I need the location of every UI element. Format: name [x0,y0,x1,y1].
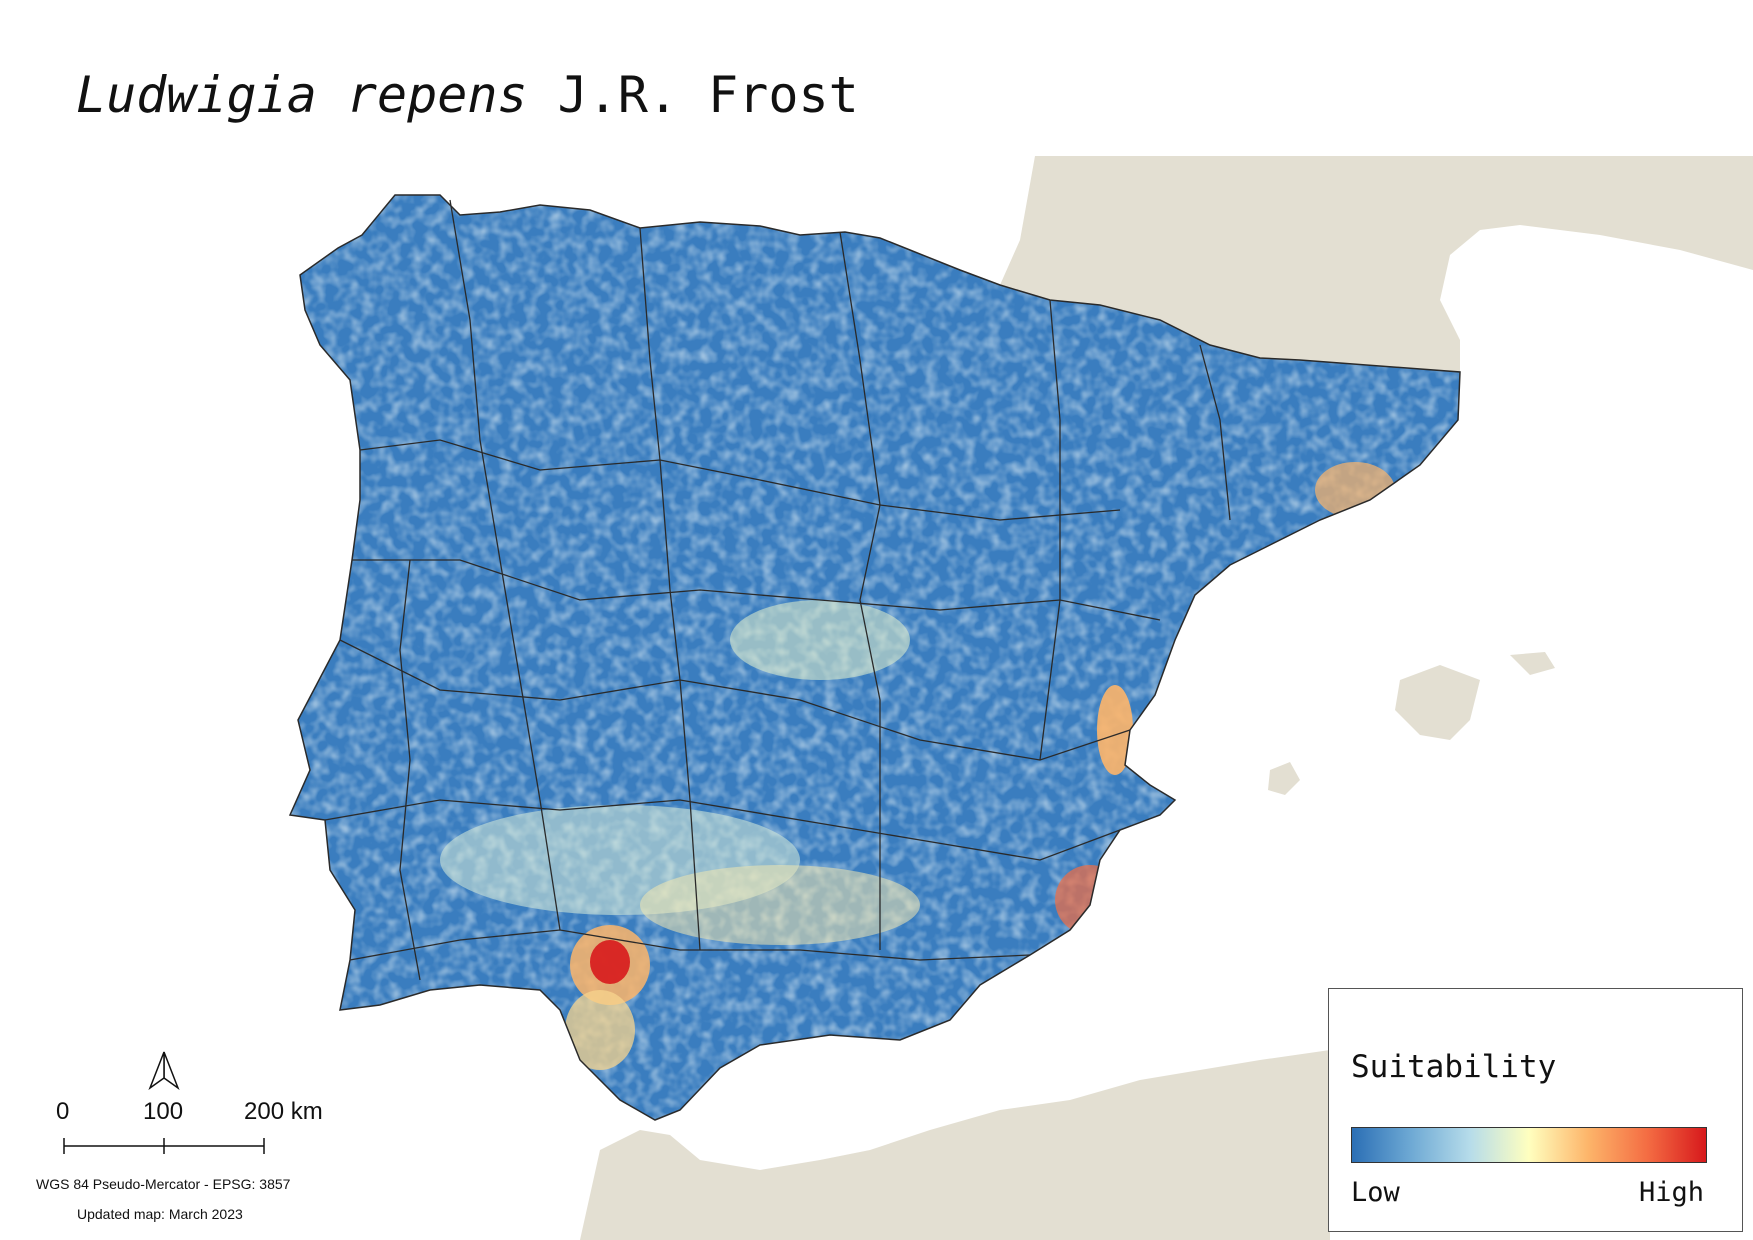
legend-box: Suitability Low High [1328,988,1743,1232]
species-name: Ludwigia repens [76,66,528,124]
scale-label-0: 0 [56,1098,70,1125]
legend-color-ramp [1351,1127,1707,1163]
north-arrow-icon [148,1051,180,1090]
north-africa-landmass [580,1050,1330,1240]
mallorca-island [1395,665,1480,740]
scale-label-200: 200 km [244,1098,323,1125]
france-landmass [1000,156,1753,372]
crs-note: WGS 84 Pseudo-Mercator - EPSG: 3857 [36,1176,291,1192]
scale-label-100: 100 [143,1098,184,1125]
legend-high-label: High [1638,1177,1704,1208]
province-borders [324,199,1231,981]
ibiza-island [1268,762,1300,795]
map-title: Ludwigia repens J.R. Frost [76,66,859,124]
menorca-island [1510,652,1555,675]
legend-low-label: Low [1351,1177,1400,1208]
species-authority: J.R. Frost [557,66,859,124]
updated-note: Updated map: March 2023 [77,1206,243,1222]
scale-bar [63,1138,265,1154]
legend-title: Suitability [1351,1049,1557,1085]
